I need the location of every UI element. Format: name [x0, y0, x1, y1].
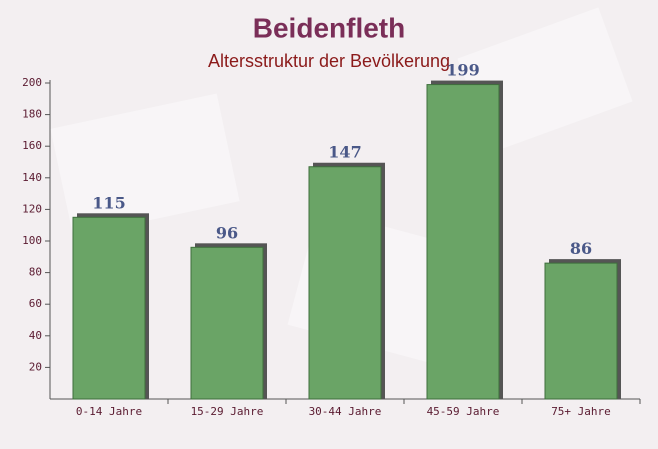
y-tick-label: 80: [29, 266, 42, 279]
y-tick-label: 120: [22, 202, 42, 215]
x-tick-label: 15-29 Jahre: [191, 405, 264, 418]
y-tick-label: 100: [22, 234, 42, 247]
x-tick-label: 0-14 Jahre: [76, 405, 142, 418]
chart-subtitle: Altersstruktur der Bevölkerung: [208, 51, 450, 71]
y-tick-label: 200: [22, 76, 42, 89]
bar: [308, 166, 382, 400]
value-label: 86: [570, 239, 592, 258]
y-tick-label: 60: [29, 297, 42, 310]
bar: [190, 246, 264, 400]
value-label: 199: [446, 61, 479, 80]
value-label: 115: [92, 193, 125, 212]
y-tick-label: 180: [22, 108, 42, 121]
chart-title: Beidenfleth: [253, 12, 405, 43]
x-tick-label: 30-44 Jahre: [309, 405, 382, 418]
bar: [72, 216, 146, 400]
value-label: 96: [216, 223, 238, 242]
x-tick-label: 45-59 Jahre: [427, 405, 500, 418]
value-label: 147: [328, 143, 361, 162]
x-tick-label: 75+ Jahre: [551, 405, 611, 418]
y-tick-label: 160: [22, 139, 42, 152]
bg-envelope: [50, 93, 240, 237]
bar: [544, 262, 618, 400]
y-tick-label: 140: [22, 171, 42, 184]
bar: [426, 84, 500, 400]
y-tick-label: 20: [29, 360, 42, 373]
y-tick-label: 40: [29, 329, 42, 342]
